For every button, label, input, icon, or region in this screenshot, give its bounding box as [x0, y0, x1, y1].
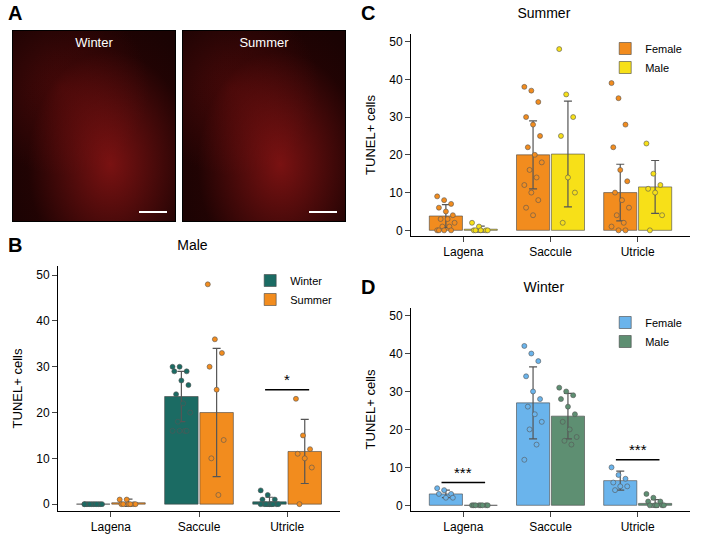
svg-text:Winter: Winter	[290, 275, 322, 287]
svg-text:Lagena: Lagena	[443, 245, 483, 259]
svg-text:30: 30	[389, 385, 403, 399]
svg-text:Male: Male	[645, 336, 669, 348]
svg-text:0: 0	[396, 224, 403, 238]
svg-text:50: 50	[36, 268, 50, 282]
svg-text:10: 10	[389, 461, 403, 475]
svg-text:Summer: Summer	[517, 5, 570, 21]
svg-text:Male: Male	[177, 237, 208, 253]
svg-text:Lagena: Lagena	[91, 520, 131, 534]
svg-text:30: 30	[389, 110, 403, 124]
svg-text:Male: Male	[645, 62, 669, 74]
svg-text:Saccule: Saccule	[529, 245, 572, 259]
svg-text:Female: Female	[645, 317, 682, 329]
html-text:Summer: Summer	[239, 35, 289, 50]
svg-text:Utricle: Utricle	[270, 520, 304, 534]
svg-text:***: ***	[454, 464, 472, 481]
svg-text:Winter: Winter	[524, 279, 565, 295]
svg-text:40: 40	[36, 314, 50, 328]
svg-text:30: 30	[36, 360, 50, 374]
svg-text:TUNEL+ cells: TUNEL+ cells	[363, 95, 378, 175]
svg-text:*: *	[284, 371, 290, 388]
svg-text:20: 20	[389, 423, 403, 437]
svg-text:Utricle: Utricle	[621, 520, 655, 534]
svg-text:10: 10	[389, 186, 403, 200]
html-text:B: B	[8, 234, 23, 256]
svg-text:10: 10	[36, 452, 50, 466]
html-text:Winter: Winter	[75, 35, 113, 50]
svg-text:Saccule: Saccule	[178, 520, 221, 534]
svg-text:Saccule: Saccule	[529, 520, 572, 534]
svg-text:Summer: Summer	[290, 294, 332, 306]
html-text:C: C	[361, 2, 376, 24]
svg-text:0: 0	[43, 497, 50, 511]
svg-text:50: 50	[389, 309, 403, 323]
svg-text:40: 40	[389, 347, 403, 361]
svg-text:Lagena: Lagena	[443, 520, 483, 534]
svg-text:40: 40	[389, 73, 403, 87]
svg-text:Female: Female	[645, 43, 682, 55]
html-text:A: A	[8, 2, 23, 24]
svg-text:0: 0	[396, 499, 403, 513]
svg-text:20: 20	[389, 148, 403, 162]
html-text:D: D	[361, 276, 376, 298]
svg-text:50: 50	[389, 35, 403, 49]
svg-text:Utricle: Utricle	[621, 245, 655, 259]
svg-text:TUNEL+ cells: TUNEL+ cells	[363, 369, 378, 449]
svg-text:TUNEL+ cells: TUNEL+ cells	[10, 348, 25, 428]
svg-text:***: ***	[629, 441, 647, 458]
svg-text:20: 20	[36, 406, 50, 420]
